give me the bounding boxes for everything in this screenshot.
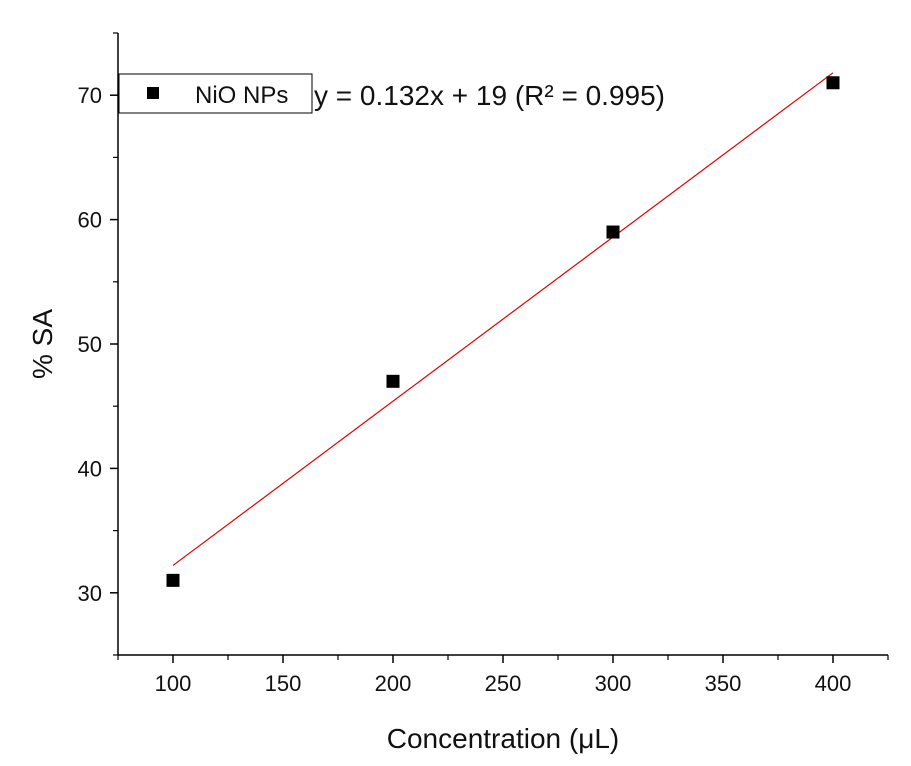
fit-line xyxy=(172,72,834,566)
x-axis-title: Concentration (μL) xyxy=(387,723,619,754)
legend-marker-square xyxy=(147,87,159,99)
y-tick-label: 30 xyxy=(78,581,102,606)
x-ticks: 100 150 200 250 300 350 400 xyxy=(117,655,889,696)
x-tick-label: 100 xyxy=(155,671,192,696)
points-layer xyxy=(166,76,840,587)
legend-series-name: NiO NPs xyxy=(195,82,288,109)
x-tick-label: 150 xyxy=(265,671,302,696)
fit-layer xyxy=(172,72,834,566)
x-tick-label: 300 xyxy=(595,671,632,696)
y-tick-label: 70 xyxy=(78,83,102,108)
x-tick-label: 350 xyxy=(705,671,742,696)
x-tick-label: 200 xyxy=(375,671,412,696)
data-point xyxy=(826,76,840,90)
fit-equation-label: y = 0.132x + 19 (R² = 0.995) xyxy=(314,80,665,111)
data-point xyxy=(606,225,620,239)
legend: NiO NPs xyxy=(118,73,313,114)
data-point xyxy=(166,573,180,587)
axes xyxy=(117,33,888,656)
y-axis-title: % SA xyxy=(27,309,58,379)
x-tick-label: 400 xyxy=(815,671,852,696)
y-ticks: 30 40 50 60 70 xyxy=(78,32,118,656)
x-tick-label: 250 xyxy=(485,671,522,696)
y-tick-label: 60 xyxy=(78,208,102,233)
data-point xyxy=(386,374,400,388)
y-tick-label: 50 xyxy=(78,332,102,357)
y-tick-label: 40 xyxy=(78,456,102,481)
